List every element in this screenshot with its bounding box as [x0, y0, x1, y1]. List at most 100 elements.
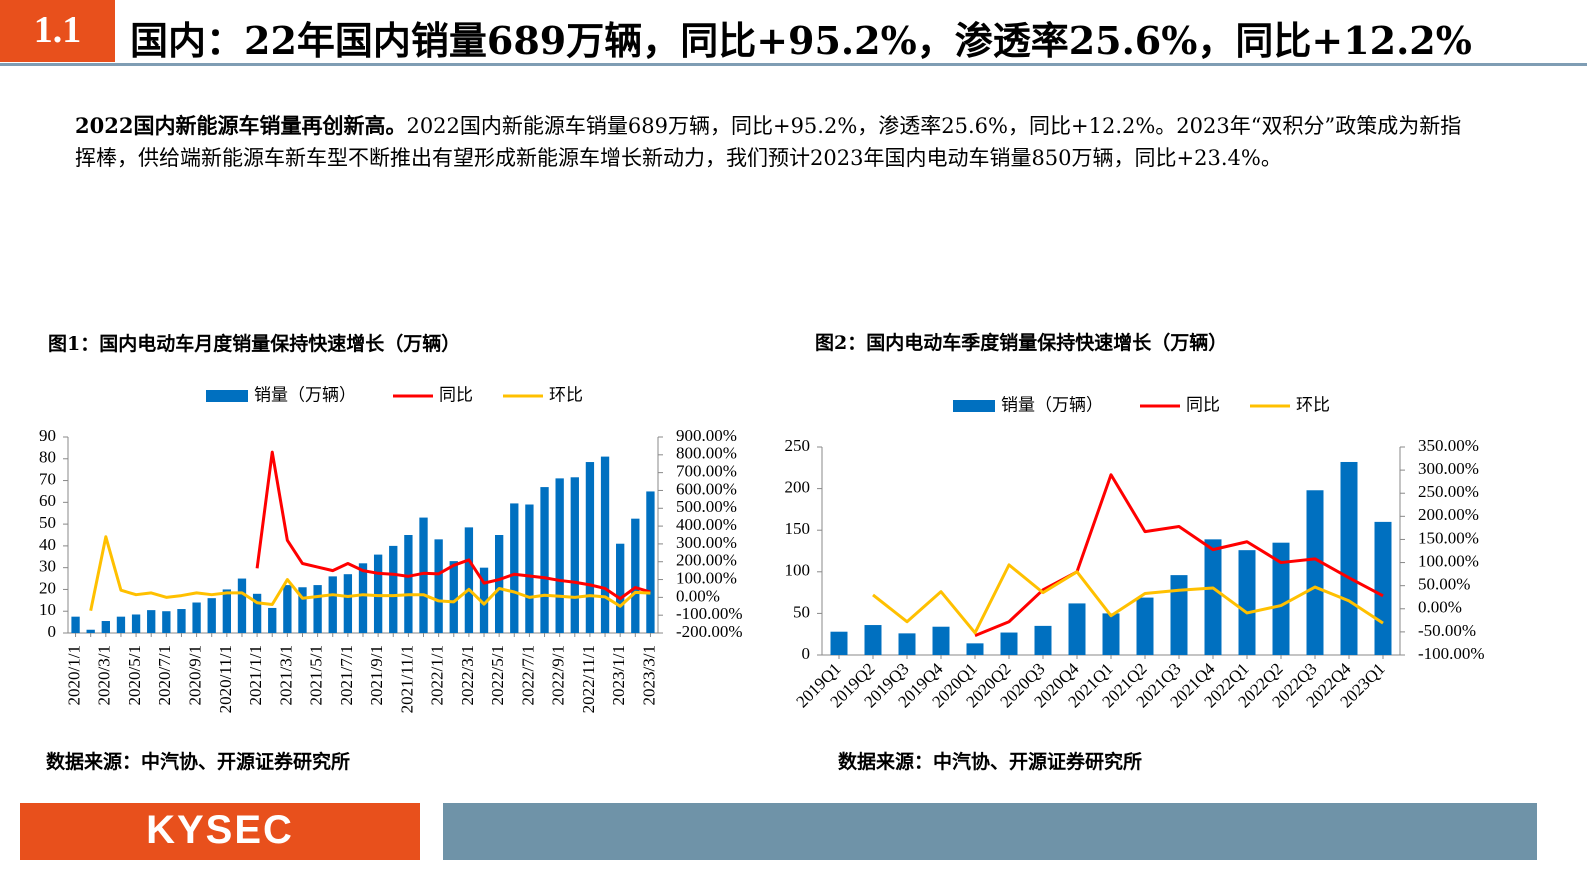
bar: [932, 626, 950, 655]
bar: [86, 629, 95, 633]
y2-tick-label: 0.00%: [676, 586, 720, 605]
y-tick-label: 90: [39, 426, 56, 445]
bar: [864, 625, 882, 655]
bar: [570, 477, 579, 633]
y-tick-label: 10: [39, 600, 56, 619]
y-tick-label: 50: [793, 602, 810, 621]
y-tick-label: 100: [785, 561, 811, 580]
legend-label: 同比: [439, 386, 473, 406]
bar: [147, 610, 156, 633]
bar: [585, 462, 595, 633]
bar: [373, 554, 383, 633]
bar: [1000, 632, 1018, 655]
bar: [283, 585, 292, 633]
bar: [898, 633, 916, 655]
bar: [71, 616, 80, 633]
x-tick-label: 2022/5/1: [488, 645, 507, 705]
y2-tick-label: 0.00%: [1418, 598, 1462, 617]
y2-tick-label: 400.00%: [676, 515, 737, 534]
y2-tick-label: -200.00%: [676, 622, 743, 641]
y-tick-label: 0: [48, 622, 57, 641]
y2-tick-label: 500.00%: [676, 497, 737, 516]
page-title: 国内：22年国内销量689万辆，同比+95.2%，渗透率25.6%，同比+12.…: [130, 18, 1472, 63]
y-tick-label: 150: [785, 519, 811, 538]
y2-tick-label: 200.00%: [676, 551, 737, 570]
line-series: [872, 563, 1384, 635]
legend-label: 销量（万辆）: [254, 386, 356, 406]
bar: [192, 602, 201, 633]
bar: [1306, 490, 1324, 655]
bar: [1238, 550, 1256, 655]
bar: [222, 589, 232, 633]
summary: 2022国内新能源车销量再创新高。2022国内新能源车销量689万辆，同比+95…: [75, 110, 1475, 174]
legend-label: 环比: [1296, 396, 1330, 416]
y-tick-label: 0: [802, 644, 811, 663]
bar: [1374, 521, 1392, 655]
line-series: [255, 450, 651, 601]
y2-tick-label: 50.00%: [1418, 575, 1470, 594]
y-tick-label: 50: [39, 513, 56, 532]
x-tick-label: 2020/11/1: [216, 645, 235, 713]
x-tick-label: 2021/1/1: [246, 645, 265, 705]
y-tick-label: 250: [785, 436, 811, 455]
y2-tick-label: 900.00%: [676, 426, 737, 445]
legend-swatch: [953, 400, 995, 412]
x-tick-label: 2023/1/1: [609, 645, 628, 705]
y2-tick-label: 700.00%: [676, 462, 737, 481]
section-number: 1.1: [33, 9, 82, 51]
y-tick-label: 30: [39, 557, 56, 576]
x-tick-label: 2023/3/1: [639, 645, 658, 705]
y-tick-label: 200: [785, 478, 811, 497]
x-tick-label: 2021/7/1: [337, 645, 356, 705]
bar: [1272, 542, 1290, 655]
y2-tick-label: 300.00%: [1418, 459, 1479, 478]
bar: [298, 587, 307, 633]
x-tick-label: 2021/9/1: [367, 645, 386, 705]
summary-text: 2022国内新能源车销量689万辆，同比+95.2%，渗透率25.6%，同比+1…: [75, 114, 1462, 170]
bar: [830, 631, 848, 655]
bar: [510, 503, 519, 633]
bar: [343, 574, 353, 633]
y-tick-label: 60: [39, 491, 56, 510]
bar: [540, 487, 549, 633]
logo: KYSEC: [146, 808, 294, 852]
bar: [1068, 603, 1086, 655]
y2-tick-label: -50.00%: [1418, 621, 1476, 640]
x-tick-label: 2021/11/1: [397, 645, 416, 713]
x-tick-label: 2022/3/1: [458, 645, 477, 705]
bar: [131, 614, 141, 633]
y2-tick-label: 800.00%: [676, 444, 737, 463]
bar: [358, 563, 368, 633]
legend-label: 同比: [1186, 396, 1220, 416]
y-tick-label: 20: [39, 578, 56, 597]
x-tick-label: 2022/9/1: [549, 645, 568, 705]
x-tick-label: 2022/11/1: [579, 645, 598, 713]
legend-label: 环比: [549, 386, 583, 406]
y2-tick-label: 600.00%: [676, 479, 737, 498]
x-tick-label: 2020/1/1: [64, 645, 83, 705]
bar: [404, 535, 413, 633]
bar: [646, 491, 655, 633]
x-tick-label: 2022/7/1: [518, 645, 537, 705]
bar: [101, 621, 110, 633]
x-tick-label: 2020/3/1: [95, 645, 114, 705]
bar: [555, 478, 564, 633]
bar: [328, 576, 337, 633]
x-tick-label: 2020/7/1: [155, 645, 174, 705]
chart-title: 图2：国内电动车季度销量保持快速增长（万辆）: [815, 331, 1227, 354]
bar: [268, 607, 277, 633]
legend-swatch: [206, 390, 248, 402]
header-rule: [0, 63, 1587, 66]
bar: [1340, 461, 1358, 655]
bar: [419, 517, 428, 633]
y2-tick-label: 100.00%: [1418, 551, 1479, 570]
bar: [464, 527, 474, 633]
bar: [313, 585, 322, 633]
bar: [116, 616, 126, 633]
x-tick-label: 2021/5/1: [307, 645, 326, 705]
y2-tick-label: 300.00%: [676, 533, 737, 552]
x-tick-label: 2020/9/1: [185, 645, 204, 705]
x-tick-label: 2021/3/1: [276, 645, 295, 705]
bar: [162, 611, 171, 633]
